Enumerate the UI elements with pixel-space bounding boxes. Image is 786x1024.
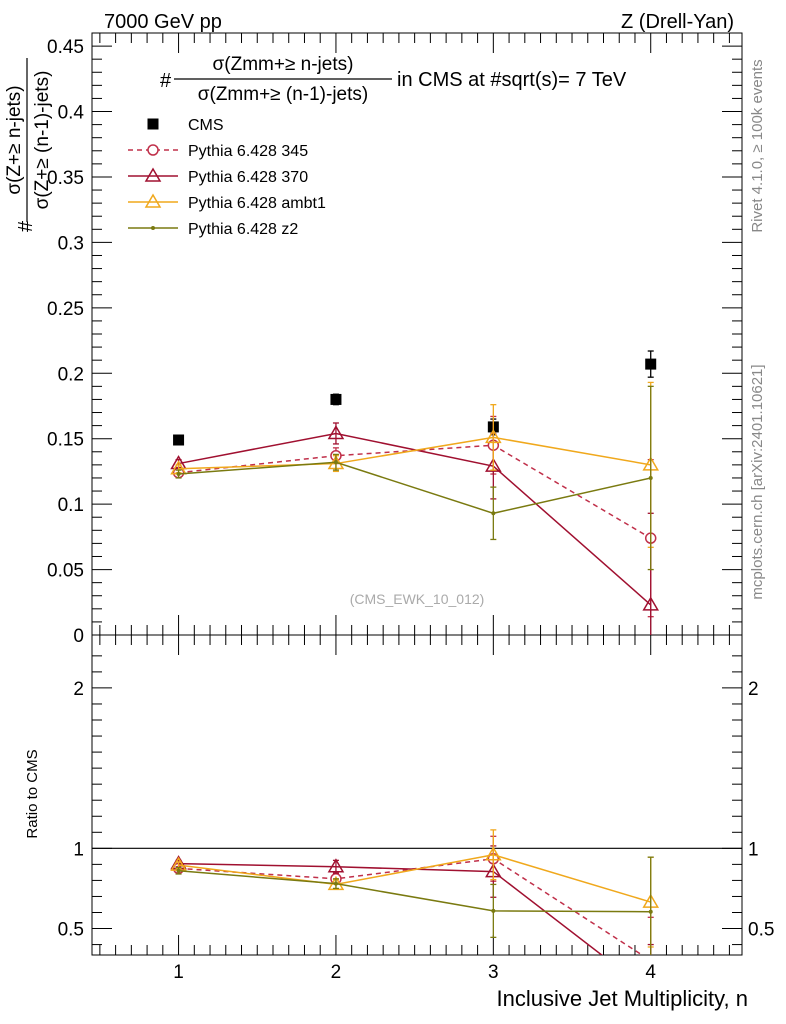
legend-marker <box>147 118 159 130</box>
series-line <box>178 853 651 903</box>
series-pythia-6-428-345 <box>172 415 657 618</box>
legend-item: Pythia 6.428 370 <box>128 167 308 186</box>
mcplots-label: mcplots.cern.ch [arXiv:2401.10621] <box>749 364 766 599</box>
x-axis: 1 2 3 4 <box>99 33 730 983</box>
legend-item: Pythia 6.428 z2 <box>128 221 298 238</box>
y-tick-label: 0.4 <box>58 103 85 124</box>
legend-marker <box>147 144 159 156</box>
title-suffix: in CMS at #sqrt(s)= 7 TeV <box>397 69 627 91</box>
legend-label: Pythia 6.428 z2 <box>188 221 298 238</box>
ratio-y-axis: 0.5 0.5 1 1 2 2 <box>58 655 774 946</box>
y-label-denominator: σ(Z+≥ (n-1)-jets) <box>32 71 53 210</box>
series-cms <box>173 350 657 446</box>
series-line <box>178 870 651 913</box>
data-point <box>648 475 653 480</box>
legend-marker <box>144 167 162 182</box>
y-label-numerator: σ(Z+≥ n-jets) <box>4 85 25 194</box>
legend-item: Pythia 6.428 ambt1 <box>128 193 326 212</box>
series-pythia-6-428-z2 <box>175 385 654 571</box>
data-point <box>645 358 657 370</box>
ratio-tick-label-right: 2 <box>748 679 759 700</box>
y-tick-label: 0.2 <box>58 364 84 385</box>
legend-label: Pythia 6.428 ambt1 <box>188 195 326 212</box>
title-prefix: # <box>160 70 172 92</box>
legend-item: CMS <box>147 117 224 134</box>
series-pythia-6-428-345 <box>172 835 654 955</box>
series-pythia-6-428-ambt1 <box>170 829 660 948</box>
series-line <box>178 862 603 955</box>
y-tick-label: 0.35 <box>47 168 84 189</box>
ratio-plot-frame <box>91 634 743 956</box>
y-tick-label: 0.25 <box>47 299 84 320</box>
x-tick-label: 3 <box>488 962 499 983</box>
data-point <box>642 596 660 611</box>
data-point <box>485 846 502 861</box>
analysis-watermark: (CMS_EWK_10_012) <box>350 591 485 607</box>
data-point <box>176 472 181 477</box>
data-point <box>333 881 338 886</box>
legend-item: Pythia 6.428 345 <box>128 143 308 160</box>
ratio-tick-label-right: 1 <box>748 839 759 860</box>
data-point <box>333 460 338 465</box>
x-tick-label: 2 <box>331 962 342 983</box>
legend-marker <box>151 226 155 230</box>
x-tick-label: 1 <box>173 962 184 983</box>
data-point <box>491 908 496 913</box>
title-numerator: σ(Zmm+≥ n-jets) <box>213 54 354 75</box>
data-point <box>176 868 181 873</box>
header-left-label: 7000 GeV pp <box>104 11 222 33</box>
data-point <box>485 428 502 444</box>
ratio-tick-label-right: 0.5 <box>748 920 774 941</box>
main-series-group <box>170 350 660 635</box>
ratio-tick-label: 0.5 <box>58 920 84 941</box>
y-tick-label: 0 <box>73 626 84 647</box>
ratio-series-group <box>170 829 660 955</box>
series-pythia-6-428-370 <box>170 422 660 635</box>
ratio-tick-label: 1 <box>73 839 84 860</box>
series-line <box>178 444 652 539</box>
data-point <box>491 511 496 516</box>
legend-marker <box>144 193 162 208</box>
y-tick-label: 0.1 <box>58 495 84 516</box>
y-tick-label: 0.45 <box>47 37 84 58</box>
series-line <box>178 436 651 470</box>
data-point <box>327 858 345 873</box>
series-line <box>178 432 652 606</box>
ratio-tick-label: 2 <box>73 679 84 700</box>
ratio-y-label: Ratio to CMS <box>24 749 41 838</box>
series-line <box>178 461 651 515</box>
title-denominator: σ(Zmm+≥ (n-1)-jets) <box>198 84 368 105</box>
x-axis-label: Inclusive Jet Multiplicity, n <box>497 986 748 1011</box>
series-pythia-6-428-z2 <box>175 856 654 955</box>
data-point <box>485 457 502 472</box>
data-point <box>648 909 653 914</box>
data-point <box>173 434 185 446</box>
y-tick-label: 0.05 <box>47 561 84 582</box>
main-y-axis: 0 0.05 0.1 0.15 0.2 0.25 0.3 0.35 0.4 0.45 <box>47 32 742 647</box>
legend-label: Pythia 6.428 370 <box>188 169 308 186</box>
legend-label: Pythia 6.428 345 <box>188 143 308 160</box>
data-point <box>330 393 342 405</box>
x-tick-label: 4 <box>645 962 656 983</box>
main-y-label: # σ(Z+≥ n-jets) σ(Z+≥ (n-1)-jets) <box>4 58 53 232</box>
legend: CMS Pythia 6.428 345 Pythia 6.428 370 Pythi… <box>128 117 326 238</box>
y-tick-label: 0.3 <box>58 233 84 254</box>
y-label-prefix: # <box>15 220 37 232</box>
y-tick-label: 0.15 <box>47 430 84 451</box>
data-point <box>327 424 345 440</box>
legend-label: CMS <box>188 117 224 134</box>
rivet-version-label: Rivet 4.1.0, ≥ 100k events <box>749 59 766 232</box>
header-right-label: Z (Drell-Yan) <box>621 11 734 33</box>
